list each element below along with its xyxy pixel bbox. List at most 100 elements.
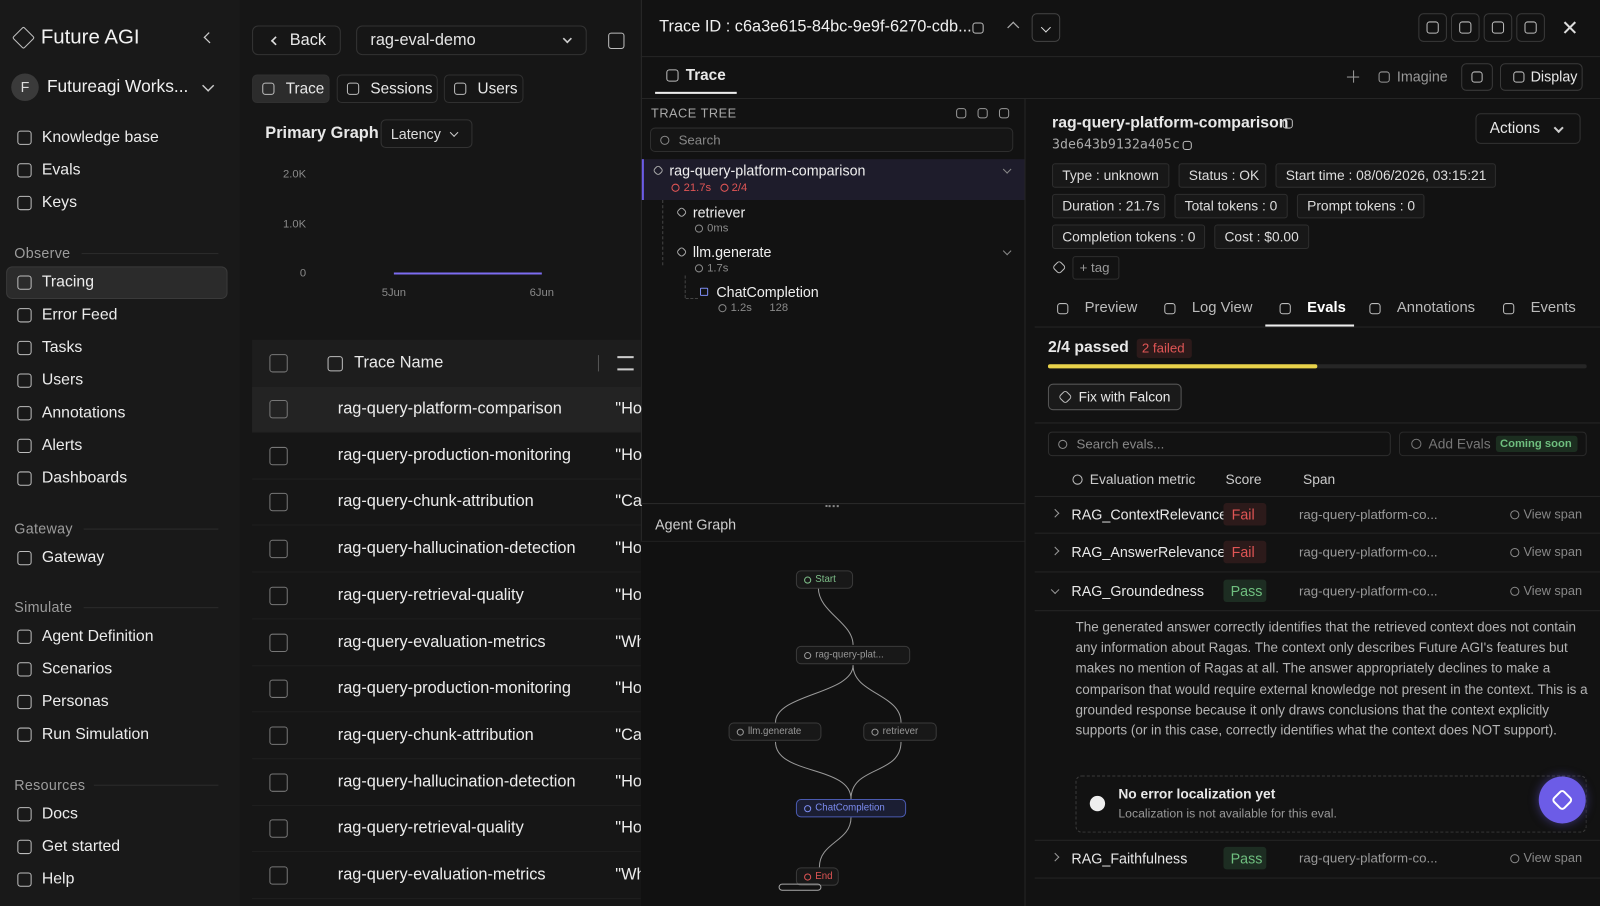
checkbox[interactable] — [269, 866, 288, 885]
view-span[interactable]: View span — [1523, 851, 1583, 866]
detail-tab[interactable]: Annotations — [1396, 299, 1476, 317]
nav-item[interactable]: Agent Definition — [41, 627, 154, 645]
checkbox[interactable] — [269, 819, 288, 839]
eval-span: rag-query-platform-co... — [1298, 583, 1438, 599]
nav-item[interactable]: Scenarios — [41, 660, 113, 678]
detail-tab[interactable]: Log View — [1191, 299, 1253, 317]
view-span[interactable]: View span — [1523, 544, 1583, 560]
nav-item[interactable]: Dashboards — [41, 469, 128, 487]
nav-item[interactable]: Knowledge base — [41, 128, 159, 146]
nav-item[interactable]: Error Feed — [41, 306, 118, 324]
row-rule — [1034, 839, 1600, 841]
nav-item[interactable]: Personas — [41, 692, 109, 711]
metric-select[interactable] — [380, 119, 473, 148]
checkbox[interactable] — [269, 539, 288, 559]
imagine[interactable]: Imagine — [1396, 68, 1448, 85]
trace-input: "Ca — [615, 493, 642, 511]
nav-item[interactable]: Alerts — [41, 436, 83, 455]
tag-chip[interactable] — [1072, 256, 1120, 280]
toolbar-btn[interactable] — [1516, 13, 1545, 42]
table-row[interactable] — [252, 806, 641, 853]
section-rule — [93, 784, 219, 786]
table-row[interactable] — [252, 853, 641, 899]
table-row[interactable] — [252, 527, 641, 573]
checkbox[interactable] — [269, 586, 288, 605]
agent-node[interactable] — [795, 570, 854, 589]
nav-item[interactable]: Tracing — [41, 273, 94, 291]
nav-item[interactable]: Gateway — [41, 548, 105, 566]
tree-node-name[interactable]: llm.generate — [692, 243, 772, 261]
checkbox[interactable] — [269, 446, 288, 465]
next-btn[interactable] — [1031, 13, 1061, 42]
checkbox[interactable] — [269, 633, 288, 652]
toolbar-btn[interactable] — [1418, 13, 1447, 42]
tree-node-name[interactable]: rag-query-platform-comparison — [669, 162, 866, 179]
actions-btn[interactable] — [1475, 113, 1581, 144]
icon — [17, 871, 32, 887]
row-rule — [1034, 532, 1600, 534]
detail-tab[interactable]: Events — [1530, 299, 1576, 317]
y-tick-label: 0 — [299, 267, 307, 280]
attribute-chip — [1052, 193, 1166, 219]
eval-search[interactable] — [1047, 431, 1391, 457]
project-select[interactable] — [356, 25, 587, 56]
workspace[interactable]: Futureagi Works... — [46, 76, 189, 96]
view-span[interactable]: View span — [1523, 507, 1583, 522]
section-title: Resources — [14, 776, 86, 793]
col-menu[interactable] — [617, 356, 634, 371]
tree-node-name[interactable]: retriever — [692, 204, 746, 221]
table-row[interactable] — [252, 480, 641, 526]
trace-input: "Ho — [615, 446, 642, 464]
toolbar-btn[interactable] — [1451, 13, 1480, 42]
tree-node-name[interactable]: ChatCompletion — [716, 283, 819, 300]
table-row[interactable] — [252, 667, 641, 713]
nav-item[interactable]: Docs — [41, 804, 78, 822]
span-id: 3de643b9132a405c — [1052, 137, 1180, 153]
tree-search[interactable] — [649, 127, 1014, 153]
agent-node[interactable] — [795, 798, 907, 818]
checkbox[interactable] — [269, 773, 288, 792]
back-button[interactable] — [252, 25, 341, 56]
table-row[interactable] — [252, 620, 641, 666]
view-tab[interactable] — [443, 74, 524, 104]
nav-item[interactable]: Users — [41, 371, 84, 389]
tab-rule — [640, 97, 1600, 99]
detail-tab[interactable]: Evals — [1307, 299, 1346, 317]
nav-item[interactable]: Help — [41, 869, 75, 888]
fix-label: Fix with Falcon — [1078, 389, 1171, 405]
nav-item[interactable]: Run Simulation — [41, 725, 150, 743]
agent-node[interactable] — [795, 645, 911, 665]
filter-btn[interactable] — [1461, 63, 1493, 91]
table-row[interactable] — [252, 433, 641, 480]
checkbox[interactable] — [269, 399, 288, 419]
nav-item[interactable]: Tasks — [41, 338, 83, 357]
display-btn[interactable] — [1499, 63, 1583, 91]
table-row[interactable] — [252, 713, 641, 760]
view-span[interactable]: View span — [1523, 583, 1583, 598]
fix-btn[interactable] — [1047, 383, 1182, 411]
toolbar-btn[interactable] — [1483, 13, 1513, 42]
nav-item[interactable]: Annotations — [41, 404, 126, 422]
table-row[interactable] — [252, 760, 641, 806]
checkbox[interactable] — [269, 679, 288, 699]
agent-node-label: Start — [815, 573, 836, 586]
view-tab[interactable] — [252, 74, 330, 104]
checkbox[interactable] — [269, 726, 288, 745]
detail-tab[interactable]: Preview — [1084, 299, 1138, 317]
assistant-fab[interactable] — [1538, 776, 1586, 824]
icon — [1378, 70, 1390, 83]
agent-node[interactable] — [863, 722, 937, 741]
checkbox[interactable] — [269, 493, 288, 512]
checkbox[interactable] — [269, 354, 288, 373]
table-row[interactable] — [252, 573, 641, 620]
nav-item[interactable]: Keys — [41, 193, 78, 212]
table-row[interactable] — [252, 386, 641, 433]
agent-node[interactable] — [795, 867, 839, 886]
tree-selected[interactable] — [641, 159, 1025, 200]
agent-node[interactable] — [728, 722, 822, 741]
nav-item[interactable]: Evals — [41, 161, 81, 179]
trace-tab[interactable]: Trace — [685, 66, 726, 85]
view-tab[interactable] — [336, 74, 438, 104]
avatar-initial: F — [20, 78, 30, 95]
nav-item[interactable]: Get started — [41, 837, 121, 855]
